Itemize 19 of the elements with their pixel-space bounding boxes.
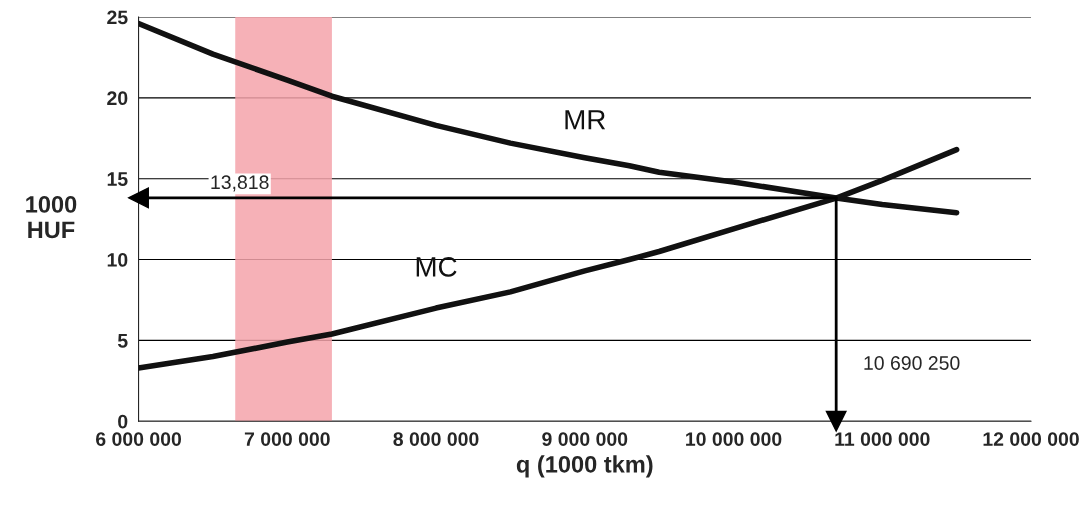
ref-line-label: 10 690 250 — [864, 356, 960, 370]
y-tick-label: 25 — [107, 10, 128, 25]
y-tick-label: 15 — [107, 172, 128, 186]
y-tick-label: 5 — [117, 334, 128, 348]
series-label: MC — [416, 257, 457, 277]
x-tick-label: 9 000 000 — [542, 432, 628, 446]
y-tick-label: 20 — [107, 91, 128, 106]
y-tick-label: 10 — [107, 253, 128, 267]
x-tick-label: 7 000 000 — [244, 432, 330, 446]
x-tick-label: 12 000 000 — [983, 432, 1079, 446]
series-label: MR — [565, 110, 606, 130]
x-tick-label: 10 000 000 — [686, 432, 782, 446]
x-tick-label: 6 000 000 — [96, 432, 182, 446]
x-tick-label: 11 000 000 — [835, 432, 930, 446]
ref-line-label: 13,818 — [211, 175, 269, 192]
y-tick-label: 0 — [118, 414, 128, 429]
y-axis-title: 1000 HUF — [26, 196, 77, 239]
x-tick-label: 8 000 000 — [393, 432, 479, 446]
x-axis-title: q (1000 tkm) — [516, 455, 653, 478]
